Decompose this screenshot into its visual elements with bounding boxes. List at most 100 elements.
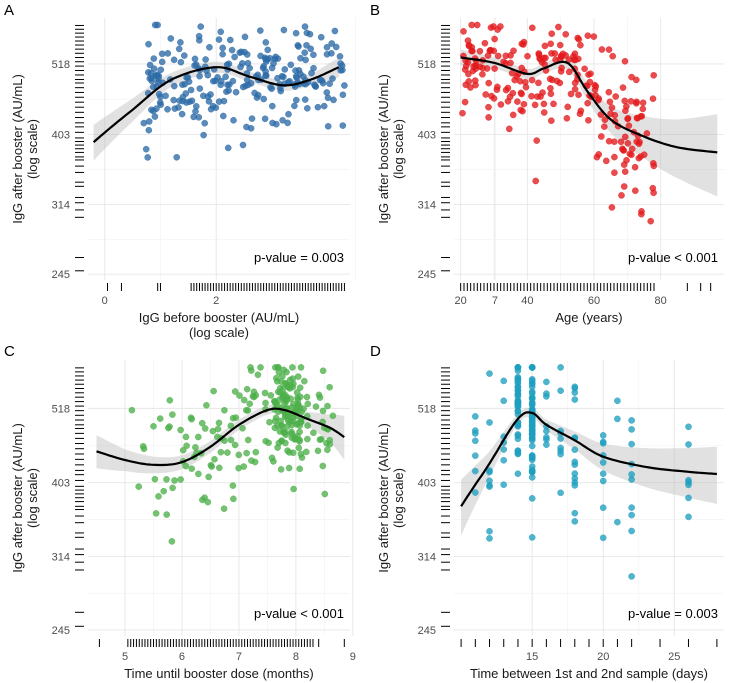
data-point [215, 36, 223, 43]
data-point [301, 49, 309, 57]
data-point [150, 65, 158, 72]
data-point [612, 93, 620, 100]
data-point [182, 433, 190, 441]
y-axis-title: (log scale) [391, 119, 406, 179]
data-point [287, 61, 295, 69]
data-point [486, 419, 493, 426]
data-point [182, 90, 190, 97]
data-point [581, 65, 588, 73]
data-point [565, 68, 573, 76]
data-point [500, 397, 508, 405]
data-point [206, 44, 213, 51]
data-point [231, 388, 239, 395]
x-axis-title: IgG before booster (AU/mL) [139, 310, 299, 325]
data-point [215, 98, 223, 105]
data-point [321, 490, 329, 498]
data-point [156, 99, 164, 106]
data-point [614, 397, 621, 405]
data-point [175, 45, 183, 53]
data-point [254, 371, 262, 379]
data-point [242, 406, 250, 414]
data-point [638, 208, 645, 215]
data-point [314, 447, 322, 455]
data-point [599, 439, 607, 447]
data-point [294, 373, 302, 380]
data-point [196, 85, 204, 92]
data-point [293, 403, 301, 411]
y-axis-title: IgG after booster (AU/mL) [10, 423, 25, 573]
y-axis-title: (log scale) [391, 468, 406, 528]
smooth-curve [460, 411, 717, 507]
data-point [557, 489, 564, 497]
data-point [528, 430, 536, 437]
data-point [628, 440, 635, 448]
data-point [639, 99, 647, 107]
data-point [192, 108, 199, 115]
data-point [166, 396, 174, 404]
data-point [235, 451, 243, 459]
data-point [471, 430, 479, 437]
data-point [608, 104, 616, 111]
data-point [486, 483, 493, 490]
data-point [260, 95, 268, 103]
data-point [201, 119, 208, 127]
data-point [486, 535, 493, 542]
y-tick-label: 314 [418, 200, 436, 212]
data-point [292, 96, 300, 104]
data-point [281, 428, 289, 436]
data-point [217, 28, 224, 36]
data-point [628, 511, 635, 519]
data-point [195, 470, 202, 478]
data-point [599, 477, 607, 485]
data-point [244, 436, 252, 444]
data-point [225, 60, 233, 68]
data-point [229, 482, 237, 489]
data-point [339, 66, 346, 74]
data-point [183, 442, 190, 450]
data-point [236, 392, 243, 399]
data-point [283, 368, 290, 376]
data-point [243, 385, 251, 393]
data-point [500, 58, 507, 66]
data-point [144, 154, 151, 161]
x-tick-label: 15 [526, 651, 538, 663]
data-point [166, 423, 173, 430]
data-point [471, 452, 479, 460]
data-point [564, 103, 572, 111]
data-point [170, 96, 177, 104]
panel-label: A [4, 2, 14, 19]
data-point [556, 41, 564, 49]
data-point [320, 102, 328, 110]
data-point [184, 74, 192, 81]
data-point [215, 464, 223, 472]
data-point [574, 34, 582, 42]
data-point [222, 73, 229, 81]
data-point [555, 23, 562, 31]
data-point [571, 482, 579, 489]
panel-label: C [4, 343, 15, 360]
data-point [224, 449, 231, 456]
data-point [289, 364, 296, 371]
data-point [584, 32, 592, 40]
data-point [170, 82, 178, 90]
data-point [244, 59, 252, 67]
data-point [163, 511, 170, 518]
data-point [179, 97, 186, 105]
data-point [328, 40, 336, 47]
data-point [517, 89, 525, 97]
data-point [268, 102, 276, 110]
data-point [462, 81, 470, 89]
data-point [524, 52, 531, 60]
data-point [217, 81, 224, 89]
x-tick-label: 7 [492, 295, 498, 307]
x-tick-label: 80 [655, 295, 667, 307]
data-point [177, 58, 185, 66]
data-point [265, 439, 272, 447]
data-point [290, 485, 297, 493]
panel-label: D [370, 343, 381, 360]
data-point [230, 495, 237, 503]
data-point [324, 94, 332, 102]
data-point [312, 403, 320, 410]
data-point [632, 187, 639, 194]
p-value-annotation: p-value = 0.003 [254, 250, 344, 265]
